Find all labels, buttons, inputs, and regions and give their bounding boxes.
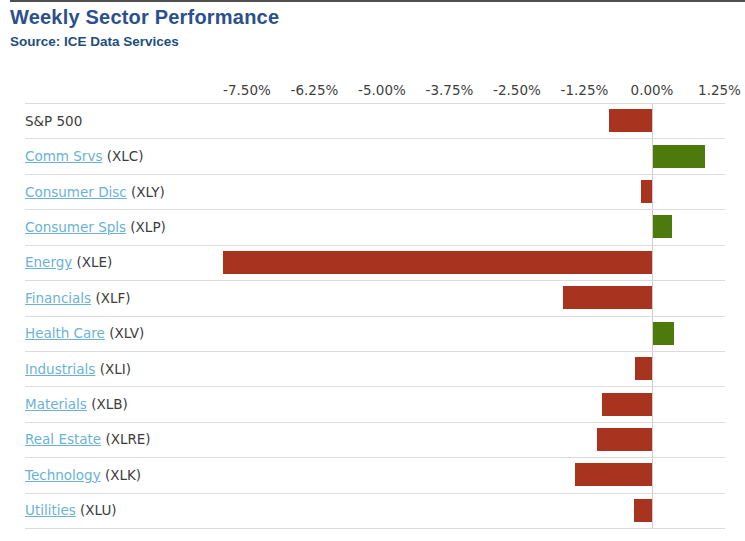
sector-ticker: (XLE) <box>72 254 112 270</box>
sector-ticker: (XLU) <box>76 502 117 518</box>
performance-bar-consumer-disc <box>641 180 652 203</box>
performance-bar-materials <box>602 393 652 416</box>
sector-link-utilities[interactable]: Utilities <box>25 502 76 518</box>
sector-row-label: Technology (XLK) <box>25 467 141 483</box>
sector-link-consumer-disc[interactable]: Consumer Disc <box>25 184 127 200</box>
sector-row-label: Comm Srvs (XLC) <box>25 148 143 164</box>
performance-bar-consumer-spls <box>653 215 672 238</box>
sector-ticker: (XLV) <box>105 325 144 341</box>
row-separator <box>25 493 725 494</box>
performance-bar-real-estate <box>597 428 652 451</box>
chart-title: Weekly Sector Performance <box>10 6 279 29</box>
sector-ticker: (XLF) <box>91 290 130 306</box>
sector-link-energy[interactable]: Energy <box>25 254 72 270</box>
x-axis-tick-label: -3.75% <box>426 82 474 98</box>
performance-bar-technology <box>575 463 652 486</box>
sector-link-financials[interactable]: Financials <box>25 290 91 306</box>
row-separator <box>25 528 725 529</box>
sector-row-label: Materials (XLB) <box>25 396 128 412</box>
sector-link-technology[interactable]: Technology <box>25 467 101 483</box>
x-axis-tick-label: -1.25% <box>561 82 609 98</box>
performance-bar-health-care <box>653 322 674 345</box>
sector-row-label: Industrials (XLI) <box>25 361 131 377</box>
row-separator <box>25 103 725 104</box>
sector-row-label: Utilities (XLU) <box>25 502 117 518</box>
sector-link-consumer-spls[interactable]: Consumer Spls <box>25 219 126 235</box>
row-separator <box>25 138 725 139</box>
row-separator <box>25 174 725 175</box>
sector-ticker: (XLI) <box>95 361 131 377</box>
row-separator <box>25 280 725 281</box>
row-separator <box>25 245 725 246</box>
performance-bar-utilities <box>634 499 652 522</box>
sector-row-label: Energy (XLE) <box>25 254 112 270</box>
sector-link-real-estate[interactable]: Real Estate <box>25 431 101 447</box>
sector-link-materials[interactable]: Materials <box>25 396 87 412</box>
x-axis-tick-label: -2.50% <box>493 82 541 98</box>
sector-name: S&P 500 <box>25 113 82 129</box>
sector-ticker: (XLY) <box>127 184 165 200</box>
sector-ticker: (XLP) <box>126 219 166 235</box>
x-axis-tick-label: -5.00% <box>358 82 406 98</box>
row-separator <box>25 209 725 210</box>
x-axis-tick-label: 1.25% <box>698 82 741 98</box>
performance-bar-comm-srvs <box>653 145 705 168</box>
sector-row-label: Consumer Disc (XLY) <box>25 184 165 200</box>
sector-row-label: Financials (XLF) <box>25 290 131 306</box>
sector-link-industrials[interactable]: Industrials <box>25 361 95 377</box>
row-separator <box>25 422 725 423</box>
sector-row-label: Consumer Spls (XLP) <box>25 219 166 235</box>
row-separator <box>25 351 725 352</box>
performance-bar-financials <box>563 286 652 309</box>
performance-bar-energy <box>223 251 652 274</box>
performance-bar-industrials <box>635 357 652 380</box>
chart-source: Source: ICE Data Services <box>10 34 179 49</box>
x-axis-tick-label: -7.50% <box>223 82 271 98</box>
row-separator <box>25 316 725 317</box>
performance-bar-s-p-500 <box>609 109 652 132</box>
sector-row-label: Real Estate (XLRE) <box>25 431 151 447</box>
x-axis-tick-label: 0.00% <box>631 82 674 98</box>
sector-performance-widget: Weekly Sector Performance Source: ICE Da… <box>0 0 745 541</box>
sector-row-label: S&P 500 <box>25 113 82 129</box>
sector-link-comm-srvs[interactable]: Comm Srvs <box>25 148 102 164</box>
sector-ticker: (XLC) <box>102 148 143 164</box>
row-separator <box>25 386 725 387</box>
sector-ticker: (XLK) <box>101 467 141 483</box>
row-separator <box>25 457 725 458</box>
sector-ticker: (XLRE) <box>101 431 151 447</box>
window-edge-strip <box>10 0 745 2</box>
sector-row-label: Health Care (XLV) <box>25 325 144 341</box>
x-axis-tick-label: -6.25% <box>291 82 339 98</box>
sector-ticker: (XLB) <box>87 396 128 412</box>
sector-link-health-care[interactable]: Health Care <box>25 325 105 341</box>
